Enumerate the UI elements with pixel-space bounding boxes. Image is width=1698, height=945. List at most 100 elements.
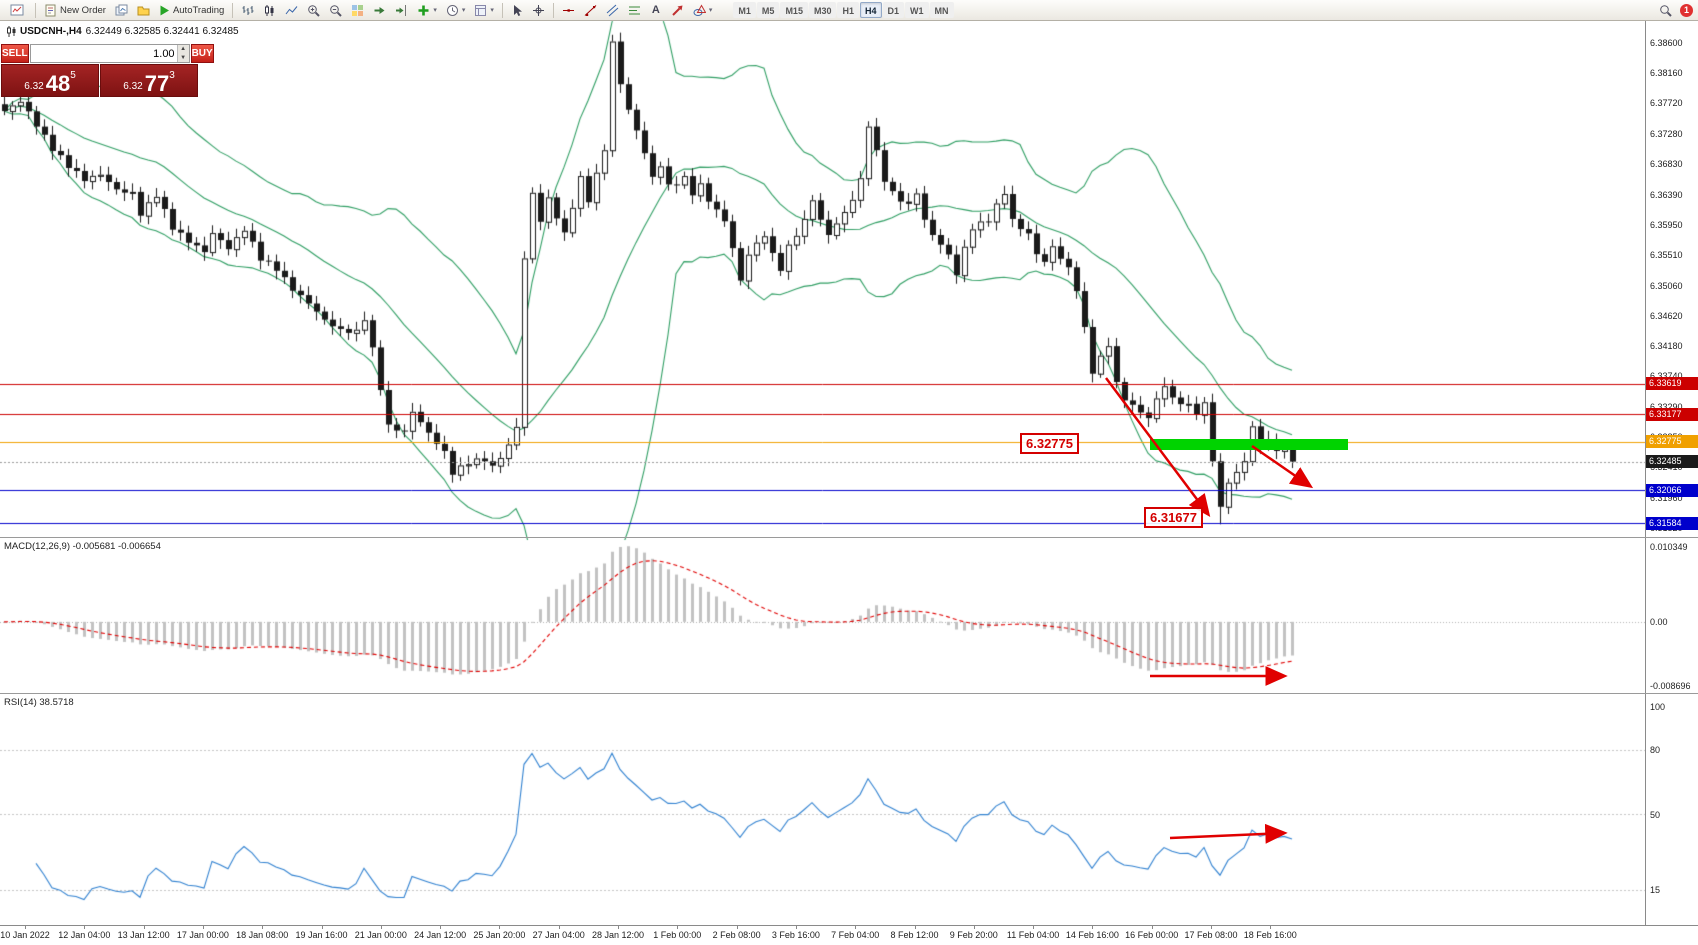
pane-separator[interactable] (0, 693, 1698, 694)
templates-button[interactable]: ▾ (470, 1, 498, 19)
periods-button[interactable]: ▾ (442, 1, 470, 19)
macd-label: MACD(12,26,9) -0.005681 -0.006654 (4, 541, 161, 552)
time-axis-tick (1211, 926, 1212, 929)
macd-axis-label: -0.008696 (1650, 680, 1691, 691)
buy-price-display[interactable]: 6.32 77 3 (100, 64, 198, 97)
time-axis[interactable]: 10 Jan 2022 12 Jan 04:00 13 Jan 12:00 17 Ja… (0, 925, 1698, 945)
price-axis-tick: 6.31960 (1650, 493, 1683, 504)
toolbar-separator (501, 2, 503, 18)
app-chart-icon[interactable] (3, 0, 31, 20)
timeframe-h4[interactable]: H4 (859, 2, 882, 18)
time-axis-tick (1033, 926, 1035, 929)
volume-up-button[interactable]: ▲ (177, 45, 189, 54)
time-axis-tick (973, 926, 975, 929)
timeframe-d1[interactable]: D1 (882, 2, 905, 18)
time-axis-tick (1092, 926, 1094, 929)
search-button[interactable] (1655, 1, 1676, 19)
time-axis-label: 18 Feb 16:00 (1243, 930, 1297, 940)
time-axis-label: 27 Jan 04:00 (532, 930, 585, 940)
auto-scroll-button[interactable] (369, 1, 390, 19)
macd-axis-label: 0.00 (1650, 617, 1668, 628)
time-axis-label: 1 Feb 00:00 (653, 930, 702, 940)
time-axis-label: 8 Feb 12:00 (890, 930, 939, 940)
price-axis[interactable] (1645, 21, 1698, 945)
macd-axis-label: 0.010349 (1650, 541, 1688, 552)
price-axis-badge: 6.31584 (1646, 516, 1698, 530)
volume-box: ▲ ▼ (29, 44, 190, 63)
horizontal-line-button[interactable] (558, 1, 579, 19)
autotrading-button[interactable]: AutoTrading (155, 1, 228, 19)
charts-window-button[interactable] (111, 1, 132, 19)
chevron-down-icon: ▾ (708, 6, 713, 14)
chart-shift-button[interactable] (391, 1, 412, 19)
time-axis-label: 18 Jan 08:00 (236, 930, 289, 940)
new-order-label: New Order (60, 4, 106, 16)
macd-pane[interactable] (0, 538, 1645, 693)
profiles-button[interactable] (133, 1, 154, 19)
chart-canvas[interactable] (0, 0, 1645, 945)
text-tool-button[interactable]: A (646, 1, 666, 19)
crosshair-button[interactable] (528, 1, 549, 19)
timeframe-m1[interactable]: M1 (733, 2, 756, 18)
time-axis-label: 10 Jan 2022 (0, 930, 50, 940)
volume-down-button[interactable]: ▼ (177, 53, 189, 62)
zoom-out-button[interactable] (325, 1, 346, 19)
line-chart-button[interactable] (281, 1, 302, 19)
time-axis-tick (914, 926, 916, 929)
time-axis-label: 17 Jan 00:00 (176, 930, 229, 940)
candlestick-chart-button[interactable] (259, 1, 280, 19)
price-axis-tick: 6.38600 (1650, 38, 1683, 49)
price-axis-badge: 6.32775 (1646, 435, 1698, 449)
toolbar-separator (35, 2, 36, 18)
autotrading-label: AutoTrading (172, 4, 225, 16)
tile-windows-button[interactable] (347, 1, 368, 19)
price-axis-tick: 6.35950 (1650, 219, 1683, 230)
time-axis-tick (1270, 926, 1272, 929)
pane-separator[interactable] (0, 537, 1698, 538)
price-axis-tick: 6.37720 (1650, 98, 1683, 109)
price-annotation-label[interactable]: 6.31677 (1144, 507, 1203, 528)
price-axis-tick: 6.34180 (1650, 340, 1683, 351)
timeframe-m30[interactable]: M30 (808, 2, 837, 18)
indicators-button[interactable]: ▾ (413, 1, 441, 19)
zoom-in-button[interactable] (303, 1, 324, 19)
notification-badge[interactable]: 1 (1680, 3, 1693, 17)
time-axis-label: 12 Jan 04:00 (58, 930, 111, 940)
sell-price-sup: 5 (70, 70, 76, 81)
arrows-tool-button[interactable] (667, 1, 688, 19)
fibonacci-button[interactable] (624, 1, 645, 19)
rsi-pane[interactable] (0, 694, 1645, 924)
trendline-button[interactable] (580, 1, 601, 19)
timeframe-mn[interactable]: MN (929, 2, 954, 18)
timeframe-h1[interactable]: H1 (837, 2, 859, 18)
cursor-button[interactable] (507, 1, 527, 19)
time-axis-label: 19 Jan 16:00 (295, 930, 348, 940)
time-axis-label: 13 Jan 12:00 (117, 930, 170, 940)
time-axis-tick (855, 926, 857, 929)
timeframe-m15[interactable]: M15 (780, 2, 808, 18)
time-axis-tick (25, 926, 26, 929)
bar-chart-button[interactable] (237, 1, 258, 19)
time-axis-label: 28 Jan 12:00 (591, 930, 645, 940)
time-axis-label: 24 Jan 12:00 (414, 930, 467, 940)
search-icon (1660, 4, 1672, 17)
new-order-button[interactable]: New Order (40, 1, 110, 19)
timeframe-m5[interactable]: M5 (756, 2, 780, 18)
volume-input[interactable] (30, 45, 177, 62)
timeframe-w1[interactable]: W1 (905, 2, 929, 18)
buy-button[interactable]: BUY (190, 44, 214, 63)
sell-price-display[interactable]: 6.32 48 5 (1, 64, 99, 97)
channel-button[interactable] (602, 1, 623, 19)
shapes-button[interactable]: ▾ (689, 1, 717, 19)
time-axis-tick (736, 926, 738, 929)
price-axis-badge: 6.33619 (1646, 377, 1698, 391)
support-zone-rectangle[interactable] (1150, 438, 1348, 450)
chevron-down-icon: ▾ (490, 6, 494, 14)
sell-button[interactable]: SELL (1, 44, 29, 63)
price-annotation-label[interactable]: 6.32775 (1020, 433, 1079, 454)
sell-price-big: 48 (45, 71, 71, 96)
time-axis-label: 2 Feb 08:00 (712, 930, 761, 940)
new-order-icon (44, 4, 57, 17)
price-chart-pane[interactable] (0, 21, 1645, 537)
time-axis-tick (440, 926, 442, 929)
